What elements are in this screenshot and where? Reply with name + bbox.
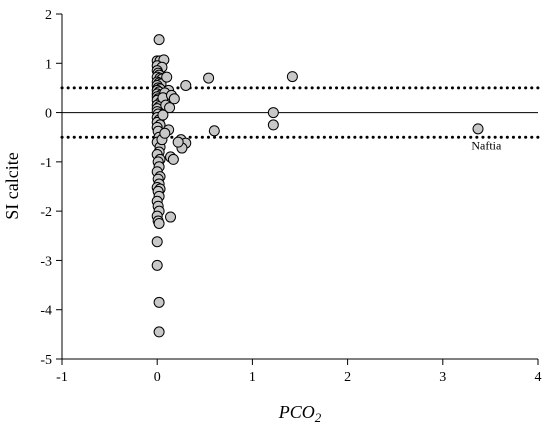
- data-point: [153, 34, 165, 46]
- x-tick-label: 4: [535, 370, 542, 385]
- y-tick-label: -4: [40, 304, 52, 319]
- data-point: [165, 211, 177, 223]
- x-tick-label: 3: [439, 370, 446, 385]
- x-axis-title-subscript: 2: [315, 410, 322, 425]
- data-point: [153, 217, 165, 229]
- x-axis-title-main: PCO: [278, 402, 315, 422]
- data-point: [267, 107, 279, 119]
- y-tick-label: 1: [45, 57, 52, 72]
- data-point: [167, 153, 179, 165]
- data-point: [267, 119, 279, 131]
- data-point: [180, 79, 192, 91]
- x-tick-label: -1: [56, 370, 68, 385]
- y-tick-label: 0: [45, 107, 52, 122]
- x-axis-title: PCO2: [278, 402, 322, 425]
- reference-lines: [60, 86, 540, 139]
- y-tick-label: -1: [40, 156, 52, 171]
- data-point: [208, 125, 220, 137]
- data-points: [151, 34, 484, 338]
- data-point: [472, 123, 484, 135]
- annotation-naftia: Naftia: [471, 139, 502, 153]
- axes: [61, 14, 538, 360]
- y-tick-label: -3: [40, 254, 52, 269]
- y-tick-label: -5: [40, 353, 52, 368]
- data-point: [172, 136, 184, 148]
- data-point: [164, 102, 176, 114]
- x-ticks: -1 0 1 2 3 4: [56, 359, 542, 385]
- y-ticks: -5 -4 -3 -2 -1 0 1 2: [40, 8, 62, 368]
- data-point: [151, 236, 163, 248]
- data-point: [159, 127, 171, 139]
- y-tick-label: -2: [40, 205, 52, 220]
- data-point: [286, 71, 298, 83]
- x-tick-label: 0: [154, 370, 161, 385]
- data-point: [153, 296, 165, 308]
- data-point: [203, 72, 215, 84]
- data-point: [157, 109, 169, 121]
- data-point: [151, 259, 163, 271]
- data-point: [168, 93, 180, 105]
- y-axis-title: SI calcite: [2, 152, 22, 219]
- x-tick-label: 2: [344, 370, 351, 385]
- data-point: [153, 326, 165, 338]
- x-tick-label: 1: [249, 370, 256, 385]
- data-point: [161, 71, 173, 83]
- y-tick-label: 2: [45, 8, 52, 23]
